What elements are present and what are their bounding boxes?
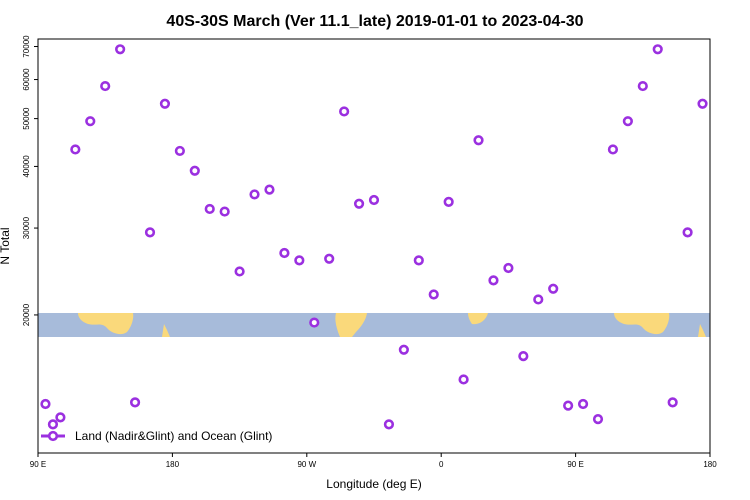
y-tick-label: 20000 — [22, 303, 31, 326]
data-point — [592, 413, 604, 425]
data-point — [652, 44, 663, 55]
land-tasmania-2 — [698, 324, 706, 337]
data-point — [622, 116, 633, 127]
data-point — [309, 317, 320, 328]
data-point — [339, 106, 350, 117]
data-point — [413, 255, 424, 266]
data-point — [577, 398, 589, 410]
x-tick-label: 90 W — [297, 460, 316, 469]
y-tick-label: 50000 — [22, 107, 31, 130]
world-map-strip — [38, 313, 710, 337]
x-tick-label: 90 E — [30, 460, 46, 469]
data-point — [353, 198, 365, 209]
data-point — [264, 184, 275, 195]
data-point — [144, 227, 156, 238]
land-tasmania — [162, 324, 170, 337]
y-axis-label: N Total — [0, 227, 12, 264]
data-point — [682, 227, 693, 238]
x-tick-label: 180 — [703, 460, 717, 469]
data-point — [533, 294, 544, 305]
data-point — [548, 283, 559, 294]
data-point — [249, 189, 260, 200]
data-point — [174, 145, 185, 157]
legend: Land (Nadir&Glint) and Ocean (Glint) — [41, 429, 272, 443]
data-point — [637, 80, 648, 92]
data-point — [398, 344, 409, 355]
x-axis: 90 E 180 90 W 0 90 E 180 — [30, 453, 717, 469]
land-australia — [78, 313, 134, 335]
land-south-africa — [468, 313, 488, 325]
data-point — [368, 194, 380, 206]
data-point — [55, 412, 66, 423]
data-point — [70, 144, 81, 155]
legend-label: Land (Nadir&Glint) and Ocean (Glint) — [75, 429, 272, 443]
data-point — [488, 275, 499, 286]
data-point — [189, 165, 200, 176]
data-point — [518, 351, 529, 362]
data-point — [159, 98, 171, 109]
plot-frame — [37, 38, 711, 454]
data-point — [129, 397, 141, 408]
data-point — [503, 262, 514, 274]
x-tick-label: 90 E — [567, 460, 583, 469]
y-tick-label: 60000 — [22, 68, 31, 91]
data-point — [47, 419, 59, 430]
x-tick-label: 180 — [166, 460, 180, 469]
data-point — [40, 398, 51, 410]
data-point — [100, 80, 111, 92]
land-south-america — [335, 313, 367, 337]
y-axis: 20000 30000 40000 50000 60000 70000 — [22, 35, 38, 326]
x-tick-label: 0 — [439, 460, 444, 469]
data-point — [115, 44, 126, 55]
data-point — [234, 266, 245, 277]
chart-title: 40S-30S March (Ver 11.1_late) 2019-01-01… — [166, 13, 583, 30]
data-point — [443, 196, 454, 207]
x-axis-label: Longitude (deg E) — [326, 477, 421, 491]
data-point — [697, 98, 708, 109]
land-australia-2 — [614, 313, 670, 335]
data-point — [324, 253, 335, 264]
legend-marker-swatch — [47, 430, 59, 442]
y-tick-label: 30000 — [22, 216, 31, 239]
data-point — [219, 206, 230, 217]
y-tick-label: 70000 — [22, 35, 31, 58]
data-point — [383, 419, 395, 430]
ocean-band — [38, 313, 710, 337]
data-point — [458, 374, 469, 385]
data-point — [667, 397, 678, 408]
data-point — [85, 116, 96, 127]
data-points — [40, 44, 708, 430]
data-point — [204, 203, 215, 215]
data-point — [607, 144, 619, 155]
data-point — [279, 247, 290, 259]
data-point — [428, 289, 439, 300]
data-point — [563, 400, 574, 411]
y-tick-label: 40000 — [22, 155, 31, 178]
data-point — [294, 255, 305, 266]
data-point — [473, 135, 484, 146]
